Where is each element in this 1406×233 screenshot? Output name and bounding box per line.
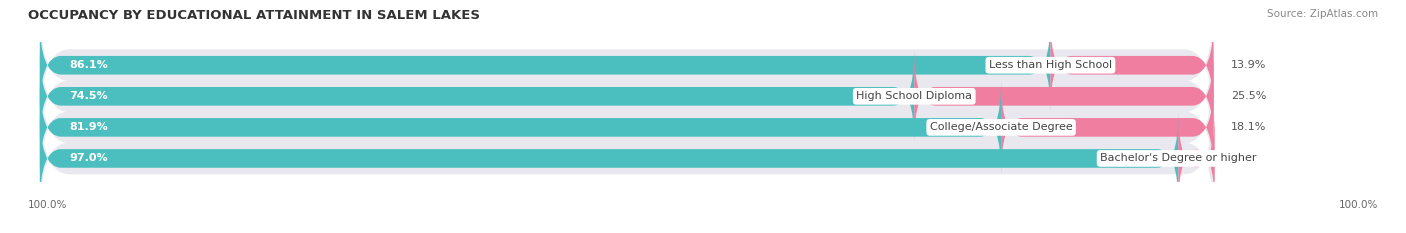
Text: OCCUPANCY BY EDUCATIONAL ATTAINMENT IN SALEM LAKES: OCCUPANCY BY EDUCATIONAL ATTAINMENT IN S… bbox=[28, 9, 479, 22]
Text: 81.9%: 81.9% bbox=[69, 122, 108, 132]
FancyBboxPatch shape bbox=[39, 19, 1050, 112]
Text: College/Associate Degree: College/Associate Degree bbox=[929, 122, 1073, 132]
Text: Bachelor's Degree or higher: Bachelor's Degree or higher bbox=[1099, 154, 1257, 163]
Text: 86.1%: 86.1% bbox=[69, 60, 108, 70]
Text: 3.1%: 3.1% bbox=[1232, 154, 1261, 163]
FancyBboxPatch shape bbox=[39, 112, 1178, 205]
FancyBboxPatch shape bbox=[39, 97, 1213, 220]
Text: 97.0%: 97.0% bbox=[69, 154, 108, 163]
Text: 13.9%: 13.9% bbox=[1232, 60, 1267, 70]
Legend: Owner-occupied, Renter-occupied: Owner-occupied, Renter-occupied bbox=[519, 230, 752, 233]
Text: Less than High School: Less than High School bbox=[988, 60, 1112, 70]
Text: 100.0%: 100.0% bbox=[28, 200, 67, 210]
FancyBboxPatch shape bbox=[39, 34, 1213, 158]
FancyBboxPatch shape bbox=[1050, 19, 1213, 112]
FancyBboxPatch shape bbox=[39, 65, 1213, 189]
Text: 18.1%: 18.1% bbox=[1232, 122, 1267, 132]
FancyBboxPatch shape bbox=[1178, 112, 1215, 205]
FancyBboxPatch shape bbox=[39, 3, 1213, 127]
FancyBboxPatch shape bbox=[39, 81, 1001, 174]
Text: 25.5%: 25.5% bbox=[1232, 91, 1267, 101]
Text: High School Diploma: High School Diploma bbox=[856, 91, 973, 101]
Text: 74.5%: 74.5% bbox=[69, 91, 108, 101]
FancyBboxPatch shape bbox=[39, 50, 914, 143]
FancyBboxPatch shape bbox=[914, 50, 1213, 143]
FancyBboxPatch shape bbox=[1001, 81, 1213, 174]
Text: 100.0%: 100.0% bbox=[1339, 200, 1378, 210]
Text: Source: ZipAtlas.com: Source: ZipAtlas.com bbox=[1267, 9, 1378, 19]
